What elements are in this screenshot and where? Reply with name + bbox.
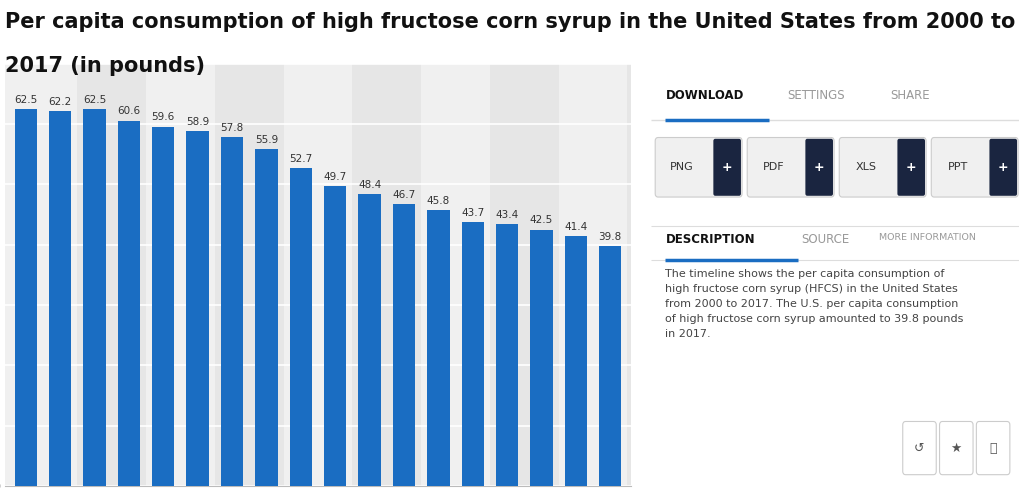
Text: 42.5: 42.5 (529, 216, 553, 225)
FancyBboxPatch shape (931, 137, 1018, 197)
Text: 🔔: 🔔 (989, 441, 996, 455)
Bar (83, 109, 105, 486)
Text: SHARE: SHARE (890, 89, 930, 102)
Bar (186, 131, 209, 486)
Bar (462, 222, 484, 486)
Text: PDF: PDF (763, 163, 785, 172)
Bar (290, 168, 312, 486)
Text: 43.4: 43.4 (496, 210, 519, 220)
Text: 55.9: 55.9 (255, 135, 279, 145)
FancyBboxPatch shape (655, 137, 742, 197)
Bar (628, 64, 631, 486)
Bar (255, 149, 278, 486)
Bar (530, 230, 553, 486)
Point (792, 257, 804, 263)
Text: ★: ★ (950, 441, 962, 455)
FancyBboxPatch shape (840, 137, 926, 197)
Bar (489, 64, 559, 486)
FancyBboxPatch shape (897, 139, 925, 196)
Bar (599, 246, 622, 486)
Bar (78, 64, 146, 486)
Text: 49.7: 49.7 (324, 172, 347, 182)
Text: 58.9: 58.9 (186, 116, 209, 127)
Text: 39.8: 39.8 (599, 232, 622, 242)
Text: +: + (814, 161, 824, 174)
Text: 62.5: 62.5 (83, 95, 106, 105)
FancyBboxPatch shape (989, 139, 1017, 196)
FancyBboxPatch shape (748, 137, 835, 197)
Text: 59.6: 59.6 (152, 112, 175, 122)
Text: 45.8: 45.8 (427, 195, 450, 206)
Text: 57.8: 57.8 (220, 123, 244, 133)
Text: 62.5: 62.5 (14, 95, 37, 105)
Text: 62.2: 62.2 (48, 97, 72, 107)
FancyBboxPatch shape (976, 421, 1010, 475)
Bar (564, 236, 587, 486)
FancyBboxPatch shape (903, 421, 936, 475)
Text: MORE INFORMATION: MORE INFORMATION (879, 233, 976, 242)
Point (659, 257, 672, 263)
Bar (14, 109, 37, 486)
Text: 48.4: 48.4 (358, 180, 381, 190)
Text: SOURCE: SOURCE (802, 233, 850, 246)
Bar (324, 186, 346, 486)
Bar (215, 64, 284, 486)
Point (763, 117, 775, 123)
Text: 43.7: 43.7 (461, 208, 484, 218)
Bar (49, 111, 72, 486)
Bar (393, 204, 415, 486)
Point (659, 117, 672, 123)
Bar (118, 120, 140, 486)
FancyBboxPatch shape (940, 421, 973, 475)
Bar (427, 210, 450, 486)
Text: 2017 (in pounds): 2017 (in pounds) (5, 56, 205, 77)
Text: 41.4: 41.4 (564, 222, 588, 232)
Bar (221, 137, 244, 486)
Bar (153, 127, 174, 486)
Text: SETTINGS: SETTINGS (787, 89, 845, 102)
Bar (352, 64, 421, 486)
Text: 52.7: 52.7 (289, 154, 312, 164)
Text: +: + (906, 161, 916, 174)
Text: +: + (998, 161, 1009, 174)
Text: PNG: PNG (670, 163, 694, 172)
Text: XLS: XLS (856, 163, 877, 172)
Text: PPT: PPT (948, 163, 969, 172)
FancyBboxPatch shape (806, 139, 833, 196)
FancyBboxPatch shape (714, 139, 741, 196)
Text: DESCRIPTION: DESCRIPTION (666, 233, 755, 246)
Text: Per capita consumption of high fructose corn syrup in the United States from 200: Per capita consumption of high fructose … (5, 12, 1016, 32)
Text: 46.7: 46.7 (392, 190, 416, 200)
Bar (358, 194, 381, 486)
Bar (496, 224, 518, 486)
Text: 60.6: 60.6 (118, 107, 140, 116)
Text: +: + (722, 161, 732, 174)
Text: The timeline shows the per capita consumption of
high fructose corn syrup (HFCS): The timeline shows the per capita consum… (666, 269, 964, 339)
Text: DOWNLOAD: DOWNLOAD (666, 89, 743, 102)
Text: ↺: ↺ (914, 441, 925, 455)
